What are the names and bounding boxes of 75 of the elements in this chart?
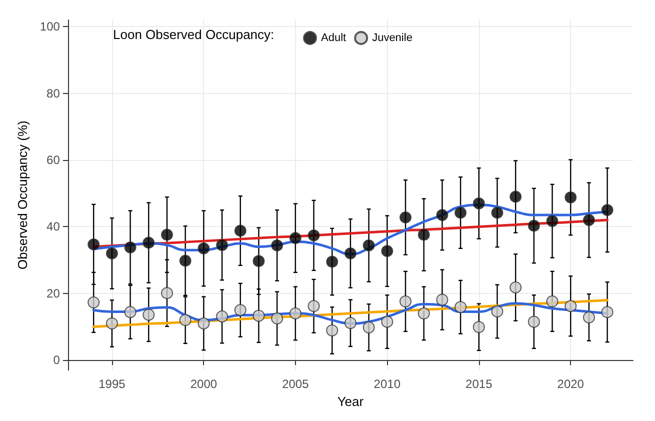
point	[289, 307, 302, 320]
point	[528, 316, 540, 328]
point	[161, 287, 173, 300]
legend-title: Loon Observed Occupancy:	[113, 27, 274, 42]
point	[454, 301, 467, 314]
y-tick-label: 60	[46, 153, 60, 168]
point	[308, 229, 320, 242]
point	[362, 321, 375, 334]
point	[326, 324, 338, 336]
point	[142, 308, 155, 321]
point	[362, 239, 375, 252]
x-tick-label: 2015	[466, 377, 493, 392]
point	[142, 236, 155, 249]
point	[326, 256, 338, 268]
y-tick-label: 100	[40, 20, 60, 34]
legend-label: Adult	[321, 32, 346, 44]
x-tick-label: 1995	[98, 377, 126, 392]
x-tick-label: 2020	[557, 377, 584, 392]
x-axis-title: Year	[337, 394, 364, 409]
point	[124, 241, 136, 254]
point	[510, 281, 522, 294]
point	[179, 314, 192, 326]
point	[491, 305, 504, 318]
y-tick-label: 0	[53, 353, 60, 368]
point	[252, 310, 265, 322]
point	[564, 191, 577, 204]
y-tick-label: 40	[46, 220, 60, 234]
point	[582, 214, 595, 226]
point	[472, 197, 485, 210]
point	[198, 317, 210, 330]
point	[88, 238, 100, 250]
x-tick-label: 2005	[282, 377, 310, 392]
y-tick-label: 20	[46, 286, 60, 300]
point	[344, 247, 356, 260]
point	[601, 306, 614, 318]
x-tick-label: 2010	[374, 377, 401, 392]
point	[198, 242, 210, 254]
point	[546, 295, 558, 308]
point	[601, 204, 614, 216]
point	[454, 206, 467, 219]
point	[106, 247, 118, 260]
x-tick-label: 2000	[190, 377, 218, 392]
point	[546, 215, 558, 228]
point	[472, 321, 485, 334]
point	[400, 211, 412, 224]
point	[161, 228, 173, 241]
point	[179, 254, 192, 267]
point	[289, 232, 302, 244]
point	[88, 296, 100, 308]
point	[564, 300, 577, 312]
point	[436, 294, 448, 306]
point	[381, 245, 394, 258]
point	[344, 317, 356, 330]
point	[271, 239, 284, 252]
point	[436, 209, 448, 222]
point	[106, 317, 118, 330]
y-axis-title: Observed Occupancy (%)	[15, 120, 30, 270]
point	[308, 300, 320, 312]
point	[510, 190, 522, 203]
point	[216, 239, 228, 252]
point	[582, 311, 595, 324]
point	[234, 304, 246, 316]
point	[271, 312, 284, 324]
point	[124, 306, 136, 318]
point	[400, 295, 412, 308]
point	[528, 220, 540, 232]
legend-label: Juvenile	[372, 32, 412, 44]
point	[234, 224, 246, 237]
point	[381, 316, 394, 328]
point	[418, 228, 430, 241]
point	[216, 310, 228, 322]
y-tick-label: 80	[46, 86, 60, 100]
point	[252, 255, 265, 268]
point	[418, 307, 430, 320]
point	[491, 206, 504, 219]
